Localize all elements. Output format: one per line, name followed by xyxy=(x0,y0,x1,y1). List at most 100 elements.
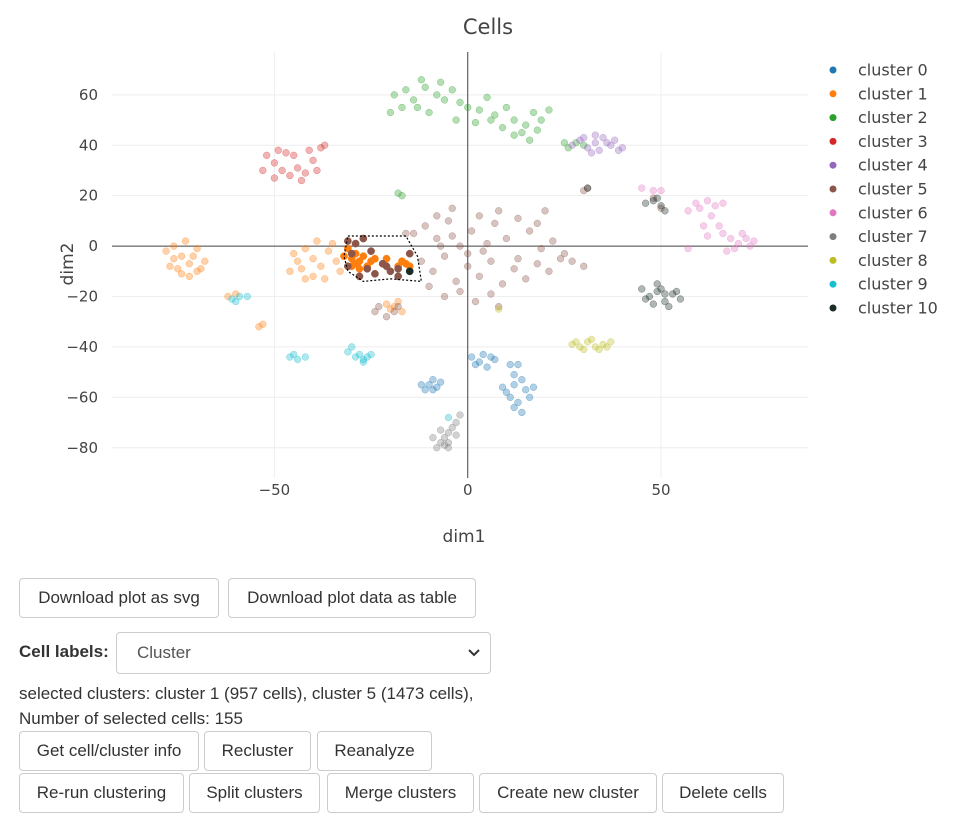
data-point[interactable] xyxy=(409,229,418,238)
data-point[interactable] xyxy=(487,290,495,298)
data-point[interactable] xyxy=(510,371,518,379)
data-point[interactable] xyxy=(599,340,607,349)
data-point[interactable] xyxy=(603,139,611,147)
data-point[interactable] xyxy=(185,272,193,280)
data-point[interactable] xyxy=(293,355,302,364)
data-point[interactable] xyxy=(193,267,201,275)
data-point[interactable] xyxy=(286,171,294,180)
data-point[interactable] xyxy=(475,106,483,114)
data-point[interactable] xyxy=(541,207,549,215)
data-point[interactable] xyxy=(529,383,538,391)
recluster-button[interactable]: Recluster xyxy=(204,731,311,771)
data-point[interactable] xyxy=(444,439,453,447)
data-point[interactable] xyxy=(657,186,665,195)
legend-item[interactable]: cluster 3 xyxy=(829,132,928,151)
data-point[interactable] xyxy=(645,292,654,301)
data-point[interactable] xyxy=(351,353,360,361)
data-point[interactable] xyxy=(452,418,460,427)
data-point[interactable] xyxy=(607,141,615,149)
data-point[interactable] xyxy=(371,254,379,263)
data-point[interactable] xyxy=(263,151,271,159)
data-point[interactable] xyxy=(224,292,232,301)
rerun-clustering-button[interactable]: Re-run clustering xyxy=(19,773,184,813)
data-point[interactable] xyxy=(568,141,576,149)
data-point[interactable] xyxy=(309,272,317,280)
data-point[interactable] xyxy=(197,265,205,273)
data-point[interactable] xyxy=(270,174,279,182)
data-point[interactable] xyxy=(444,413,453,422)
data-point[interactable] xyxy=(386,305,395,313)
data-point[interactable] xyxy=(351,239,360,248)
data-point[interactable] xyxy=(293,257,302,265)
data-point[interactable] xyxy=(487,257,495,265)
data-point[interactable] xyxy=(495,305,503,313)
data-point[interactable] xyxy=(259,320,267,328)
data-point[interactable] xyxy=(243,292,251,301)
data-point[interactable] xyxy=(359,355,367,364)
data-point[interactable] xyxy=(355,350,364,359)
data-point[interactable] xyxy=(738,229,746,238)
data-point[interactable] xyxy=(591,131,599,139)
data-point[interactable] xyxy=(317,262,325,270)
data-point[interactable] xyxy=(572,139,580,147)
data-point[interactable] xyxy=(661,297,669,306)
data-point[interactable] xyxy=(595,345,603,354)
data-point[interactable] xyxy=(313,237,321,245)
data-point[interactable] xyxy=(653,287,661,296)
data-point[interactable] xyxy=(177,270,186,278)
data-point[interactable] xyxy=(386,108,395,117)
data-point[interactable] xyxy=(583,184,592,192)
data-point[interactable] xyxy=(405,267,414,276)
data-point[interactable] xyxy=(495,207,503,215)
data-point[interactable] xyxy=(487,353,495,361)
data-point[interactable] xyxy=(657,202,665,210)
data-point[interactable] xyxy=(437,439,445,447)
data-point[interactable] xyxy=(336,267,344,275)
data-point[interactable] xyxy=(564,144,572,152)
data-point[interactable] xyxy=(661,207,669,215)
data-point[interactable] xyxy=(525,227,534,235)
data-point[interactable] xyxy=(464,103,472,112)
data-point[interactable] xyxy=(456,411,464,419)
data-point[interactable] xyxy=(382,262,391,271)
data-point[interactable] xyxy=(580,141,588,149)
data-point[interactable] xyxy=(665,302,673,311)
data-point[interactable] xyxy=(456,98,464,107)
data-point[interactable] xyxy=(522,121,530,129)
data-point[interactable] xyxy=(444,217,453,225)
data-point[interactable] xyxy=(510,265,518,273)
data-point[interactable] xyxy=(367,247,375,255)
data-point[interactable] xyxy=(232,290,240,298)
data-point[interactable] xyxy=(440,292,449,301)
data-point[interactable] xyxy=(177,252,186,260)
data-point[interactable] xyxy=(402,229,410,238)
data-point[interactable] xyxy=(421,386,429,394)
legend-item[interactable]: cluster 8 xyxy=(829,251,928,270)
data-point[interactable] xyxy=(382,313,391,321)
data-point[interactable] xyxy=(603,343,611,351)
data-point[interactable] xyxy=(483,93,491,102)
data-point[interactable] xyxy=(711,202,719,210)
data-point[interactable] xyxy=(483,363,491,371)
data-point[interactable] xyxy=(471,360,480,369)
data-point[interactable] xyxy=(405,249,414,258)
data-point[interactable] xyxy=(255,323,263,331)
data-point[interactable] xyxy=(429,434,437,442)
data-point[interactable] xyxy=(290,151,298,159)
data-point[interactable] xyxy=(587,149,596,157)
legend-item[interactable]: cluster 2 xyxy=(829,108,928,127)
data-point[interactable] xyxy=(309,156,317,165)
data-point[interactable] xyxy=(580,186,588,195)
data-point[interactable] xyxy=(638,184,646,192)
data-point[interactable] xyxy=(580,134,588,142)
data-point[interactable] xyxy=(421,222,429,230)
data-point[interactable] xyxy=(440,252,449,260)
data-point[interactable] xyxy=(448,204,456,212)
data-point[interactable] xyxy=(425,108,433,117)
data-point[interactable] xyxy=(591,343,599,351)
data-point[interactable] xyxy=(437,378,445,386)
legend-item[interactable]: cluster 1 xyxy=(829,84,928,103)
data-point[interactable] xyxy=(456,287,464,296)
data-point[interactable] xyxy=(290,350,298,359)
data-point[interactable] xyxy=(580,345,588,354)
